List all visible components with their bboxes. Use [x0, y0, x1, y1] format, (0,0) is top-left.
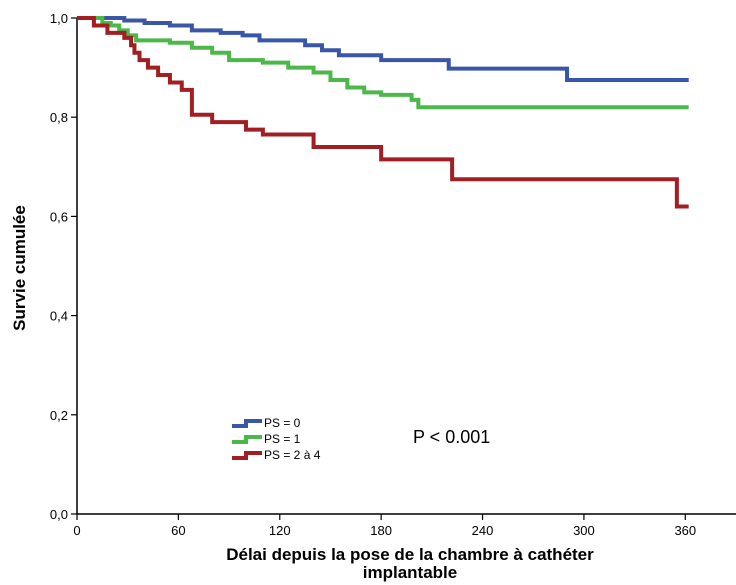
legend: PS = 0 PS = 1 PS = 2 à 4: [232, 416, 321, 462]
y-tick-label: 0,0: [50, 507, 68, 522]
x-tick-label: 360: [674, 523, 696, 538]
series-line-1: [77, 16, 689, 82]
x-tick-label: 60: [171, 523, 185, 538]
legend-label: PS = 2 à 4: [264, 448, 321, 462]
p-value-annotation: P < 0.001: [413, 427, 490, 447]
x-tick-label: 300: [573, 523, 595, 538]
x-axis-title-line1: Délai depuis la pose de la chambre à cat…: [226, 545, 594, 564]
legend-swatch: [232, 435, 262, 444]
legend-label: PS = 1: [264, 432, 301, 446]
y-tick-label: 1,0: [50, 11, 68, 26]
y-tick-label: 0,8: [50, 110, 68, 125]
series-line-2: [77, 16, 689, 110]
legend-swatch: [232, 451, 262, 460]
y-axis-title: Survie cumulée: [10, 205, 29, 331]
legend-swatch: [232, 419, 262, 428]
legend-label: PS = 0: [264, 416, 301, 430]
y-tick-label: 0,6: [50, 209, 68, 224]
x-axis-title-line2: implantable: [363, 563, 457, 582]
series-line-3: [77, 16, 689, 209]
x-tick-label: 0: [73, 523, 80, 538]
y-tick-label: 0,4: [50, 309, 68, 324]
axes: 0,0 0,2 0,4 0,6 0,8 1,0 0 60 120 180 240 300 360: [50, 11, 736, 538]
x-tick-label: 120: [269, 523, 291, 538]
series-layer: [77, 16, 689, 209]
y-tick-label: 0,2: [50, 408, 68, 423]
x-tick-label: 240: [472, 523, 494, 538]
x-tick-label: 180: [370, 523, 392, 538]
